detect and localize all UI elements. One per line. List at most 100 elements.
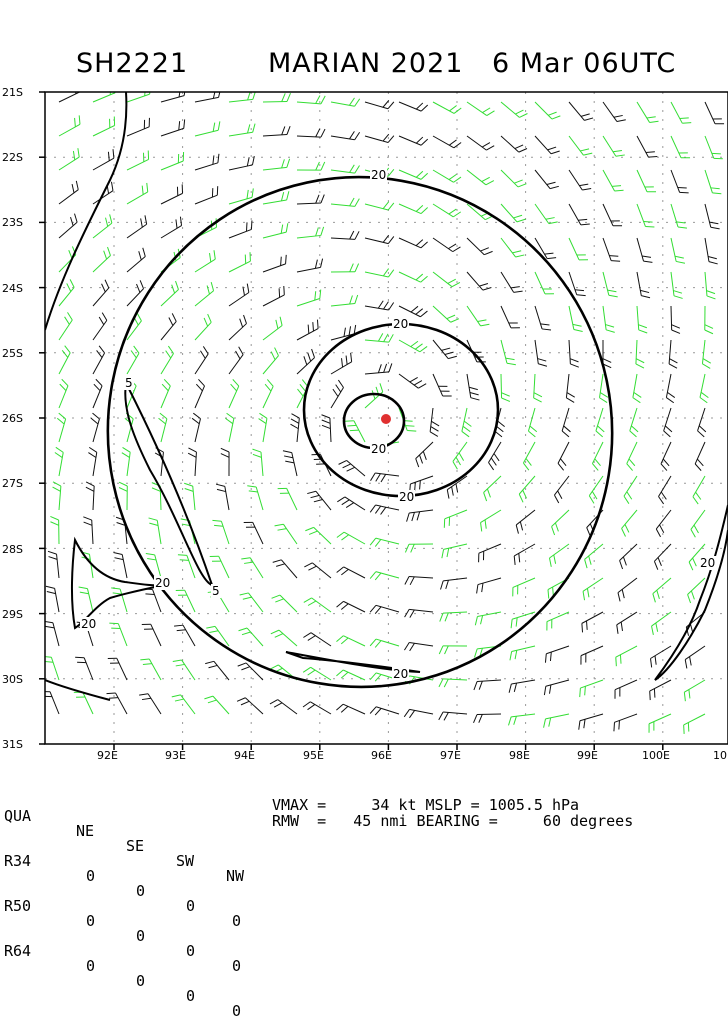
storm-center-marker (381, 414, 391, 424)
wind-barb (204, 696, 229, 714)
wind-barb (528, 408, 536, 437)
wind-barb (535, 272, 554, 294)
wind-barb (216, 484, 229, 510)
wind-barb (549, 544, 569, 567)
wind-barb (399, 102, 428, 111)
wind-barb (48, 551, 59, 578)
wind-barb (705, 204, 720, 229)
wind-barb (140, 659, 161, 680)
wind-barb (596, 408, 604, 437)
wind-barb (195, 379, 205, 408)
wind-barb (700, 374, 708, 403)
wind-barb (617, 612, 637, 634)
wind-barb (616, 646, 637, 666)
wind-barb (501, 272, 523, 292)
wind-barb (142, 624, 161, 646)
wind-barb (127, 85, 150, 102)
wind-barb (210, 556, 229, 578)
lat-label-29s: 29S (2, 608, 23, 621)
wind-barb (83, 517, 93, 544)
wind-barb (637, 102, 658, 122)
contour-label-land-west-b: 20 (80, 617, 97, 631)
wind-barb (637, 204, 654, 227)
wind-barb (671, 136, 690, 158)
wind-barb (474, 680, 501, 690)
wind-barb (477, 578, 501, 593)
wind-barb (365, 134, 394, 142)
wind-barb (475, 612, 501, 625)
wind-barb (146, 553, 161, 578)
wind-barb (331, 165, 360, 173)
wind-barb (650, 680, 671, 700)
wind-barb (195, 89, 221, 102)
wind-barb (513, 578, 535, 596)
wind-barb (603, 272, 618, 297)
wind-barb (501, 238, 524, 257)
wind-barb (442, 544, 467, 558)
wind-barb (161, 281, 178, 306)
wind-barb (671, 170, 689, 193)
wind-barb (582, 612, 603, 632)
wind-barb (371, 473, 399, 482)
wind-barb (399, 340, 427, 352)
value-ne: 0 (86, 869, 95, 884)
wind-barb (53, 482, 61, 510)
wind-barb (666, 374, 674, 403)
wind-barb (365, 363, 392, 374)
wind-barb (122, 447, 130, 476)
wind-barb (439, 679, 467, 687)
wind-barb (705, 306, 713, 334)
wind-barb (195, 186, 218, 204)
wind-barb (331, 131, 360, 139)
header-qua: QUA (4, 809, 31, 824)
value-sw: 0 (186, 899, 195, 914)
lat-label-27s: 27S (2, 477, 23, 490)
wind-barb (241, 558, 263, 578)
wind-barb (365, 202, 394, 210)
wind-barb (113, 553, 127, 578)
wind-barb (547, 612, 569, 631)
value-nw: 0 (232, 1004, 241, 1019)
wind-barb (510, 646, 535, 660)
wind-barb (127, 248, 145, 272)
wind-barb (307, 491, 331, 510)
wind-barb (467, 306, 489, 326)
wind-barb (439, 712, 467, 720)
lon-label-99e: 99E (577, 749, 598, 762)
wind-barb (671, 272, 683, 298)
wind-barb (467, 102, 494, 116)
wind-barb (433, 170, 461, 182)
wind-barb (229, 315, 246, 340)
wind-barb (161, 249, 180, 272)
wind-barb (484, 476, 501, 501)
wind-barb (569, 340, 579, 367)
value-ne: 0 (86, 959, 95, 974)
wind-barb (244, 522, 263, 544)
wind-barb (161, 379, 170, 408)
wind-barb (702, 340, 710, 368)
wind-barb (544, 680, 569, 695)
lat-label-30s: 30S (2, 673, 23, 686)
wind-barb (336, 636, 365, 646)
wind-barb (161, 152, 184, 170)
wind-barb (652, 612, 671, 635)
wind-barb (297, 349, 315, 374)
wind-barb (580, 680, 603, 697)
wind-barb (583, 578, 603, 600)
wind-barb (535, 238, 556, 259)
wind-barb (693, 476, 705, 504)
value-nw: 0 (232, 914, 241, 929)
wind-barb (585, 544, 603, 568)
value-se: 0 (136, 974, 145, 989)
wind-barb (519, 476, 535, 502)
wind-barb (109, 623, 127, 646)
wind-barb (705, 272, 715, 299)
wind-barb (331, 264, 359, 272)
wind-barb (659, 476, 671, 504)
wind-barb (370, 572, 399, 580)
wind-barb (229, 156, 254, 170)
lon-label-93e: 93E (165, 749, 186, 762)
wind-barb (270, 700, 297, 714)
wind-barb (263, 348, 278, 374)
wind-barb (275, 524, 297, 544)
